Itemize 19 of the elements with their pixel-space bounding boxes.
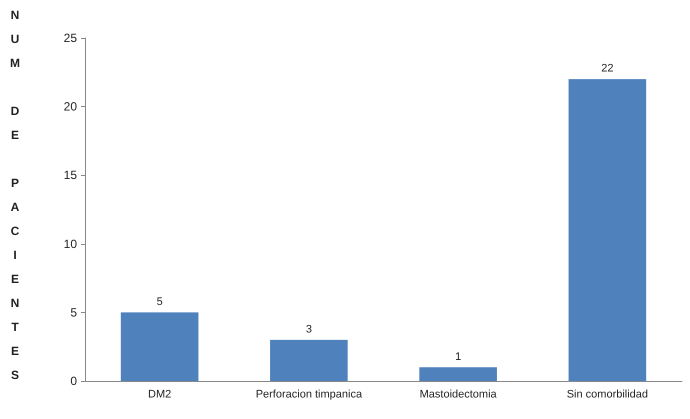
data-label: 22 — [601, 62, 614, 75]
bar — [419, 367, 497, 381]
x-tick-label: Sin comorbilidad — [566, 388, 648, 400]
y-tick-label: 20 — [64, 100, 78, 114]
data-label: 3 — [306, 323, 312, 336]
data-label: 5 — [156, 296, 163, 308]
bar — [270, 340, 348, 381]
y-tick-label: 5 — [70, 305, 78, 320]
y-tick-label: 25 — [64, 31, 78, 45]
bar — [120, 312, 198, 381]
data-label: 1 — [455, 350, 462, 363]
bar — [568, 79, 646, 381]
x-tick-label: Mastoidectomia — [420, 388, 498, 400]
y-tick-label: 0 — [70, 374, 78, 388]
y-tick-label: 10 — [64, 236, 78, 251]
x-tick-label: DM2 — [148, 388, 172, 400]
y-tick-label: 15 — [64, 168, 78, 182]
x-tick-label: Perforacion timpanica — [256, 388, 363, 400]
y-axis-title: NUM DE PACIENTES — [8, 8, 22, 392]
